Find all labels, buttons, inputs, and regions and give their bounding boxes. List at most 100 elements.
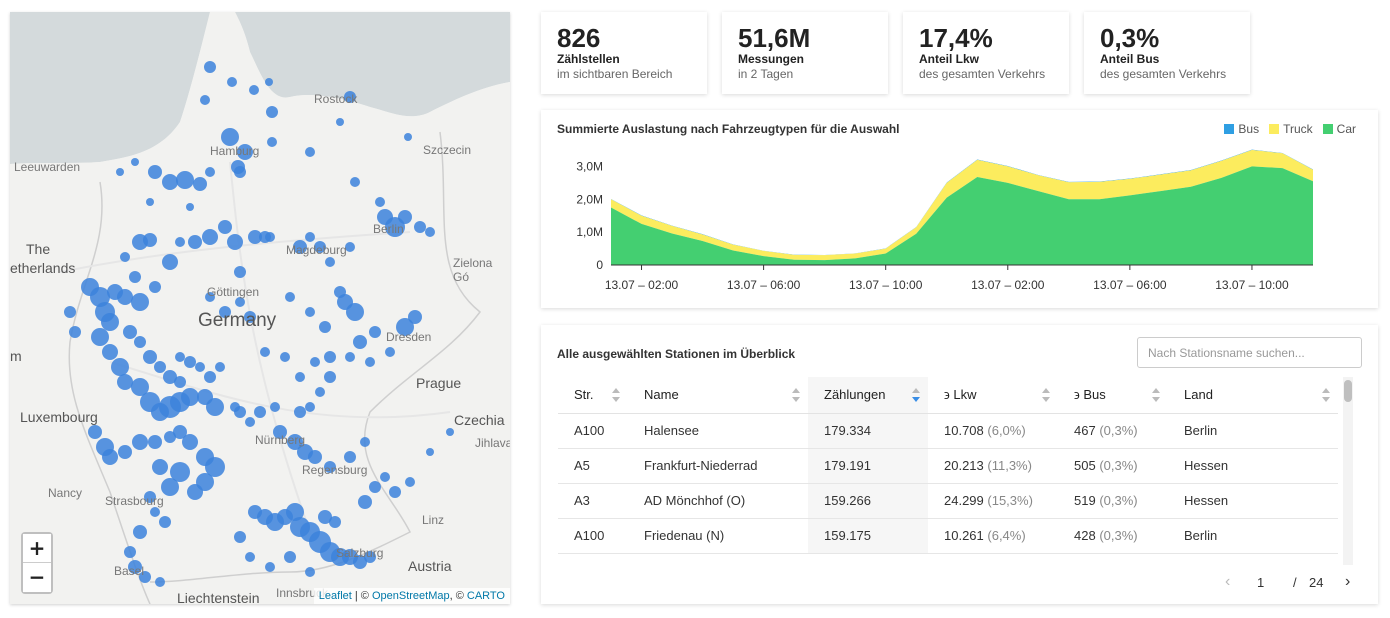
station-marker[interactable] [187, 484, 203, 500]
station-marker[interactable] [204, 371, 216, 383]
station-marker[interactable] [350, 177, 360, 187]
station-marker[interactable] [200, 95, 210, 105]
station-marker[interactable] [265, 232, 275, 242]
station-marker[interactable] [385, 217, 405, 237]
legend-item-truck[interactable]: Truck [1269, 122, 1313, 136]
table-row[interactable]: A3 AD Mönchhof (O) 159.266 24.299 (15,3%… [558, 483, 1338, 519]
station-marker[interactable] [324, 371, 336, 383]
area-series-car[interactable] [611, 166, 1313, 265]
station-marker[interactable] [148, 435, 162, 449]
station-marker[interactable] [408, 310, 422, 324]
station-marker[interactable] [205, 167, 215, 177]
station-marker[interactable] [123, 325, 137, 339]
station-markers[interactable] [64, 61, 454, 587]
station-marker[interactable] [305, 567, 315, 577]
station-marker[interactable] [365, 357, 375, 367]
station-marker[interactable] [280, 352, 290, 362]
station-marker[interactable] [133, 525, 147, 539]
station-marker[interactable] [219, 306, 231, 318]
station-marker[interactable] [128, 560, 142, 574]
station-marker[interactable] [325, 257, 335, 267]
station-marker[interactable] [245, 417, 255, 427]
column-header-name[interactable]: Name [628, 377, 808, 414]
table-row[interactable]: A100 Friedenau (N) 159.175 10.261 (6,4%)… [558, 518, 1338, 554]
station-marker[interactable] [345, 352, 355, 362]
station-marker[interactable] [284, 551, 296, 563]
legend-item-car[interactable]: Car [1322, 122, 1356, 136]
station-marker[interactable] [102, 449, 118, 465]
station-marker[interactable] [336, 118, 344, 126]
station-marker[interactable] [193, 177, 207, 191]
station-marker[interactable] [287, 434, 303, 450]
station-marker[interactable] [173, 425, 187, 439]
station-marker[interactable] [266, 106, 278, 118]
station-marker[interactable] [129, 271, 141, 283]
station-marker[interactable] [360, 437, 370, 447]
station-marker[interactable] [254, 406, 266, 418]
station-marker[interactable] [344, 91, 356, 103]
station-marker[interactable] [154, 361, 166, 373]
station-marker[interactable] [344, 451, 356, 463]
scrollbar-thumb[interactable] [1344, 380, 1352, 402]
table-scrollbar[interactable] [1343, 377, 1353, 565]
zoom-out-button[interactable]: − [23, 563, 51, 592]
station-marker[interactable] [358, 495, 372, 509]
station-marker[interactable] [237, 144, 253, 160]
table-row[interactable]: A100 Halensee 179.334 10.708 (6,0%) 467 … [558, 413, 1338, 449]
station-marker[interactable] [319, 321, 331, 333]
station-marker[interactable] [234, 266, 246, 278]
traffic-map[interactable]: Rostock Hamburg Szczecin Leeuwarden Berl… [10, 12, 510, 604]
station-marker[interactable] [267, 137, 277, 147]
carto-link[interactable]: CARTO [466, 590, 505, 602]
station-marker[interactable] [221, 128, 239, 146]
station-marker[interactable] [188, 235, 202, 249]
station-marker[interactable] [170, 462, 190, 482]
station-marker[interactable] [353, 335, 367, 349]
station-marker[interactable] [146, 198, 154, 206]
station-marker[interactable] [265, 78, 273, 86]
station-marker[interactable] [248, 230, 262, 244]
station-marker[interactable] [88, 425, 102, 439]
station-marker[interactable] [205, 292, 215, 302]
column-header-bus[interactable]: ϶ Bus [1058, 377, 1168, 414]
station-marker[interactable] [150, 507, 160, 517]
station-marker[interactable] [227, 234, 243, 250]
station-marker[interactable] [148, 165, 162, 179]
zoom-in-button[interactable]: + [23, 534, 51, 563]
station-marker[interactable] [69, 326, 81, 338]
station-marker[interactable] [152, 459, 168, 475]
station-marker[interactable] [124, 546, 136, 558]
station-marker[interactable] [414, 221, 426, 233]
station-marker[interactable] [182, 434, 198, 450]
station-marker[interactable] [318, 510, 332, 524]
station-marker[interactable] [260, 347, 270, 357]
station-marker[interactable] [396, 318, 414, 336]
station-marker[interactable] [132, 434, 148, 450]
station-marker[interactable] [346, 303, 364, 321]
station-marker[interactable] [91, 328, 109, 346]
station-marker[interactable] [285, 292, 295, 302]
station-marker[interactable] [446, 428, 454, 436]
column-header-truck[interactable]: ϶ Lkw [928, 377, 1058, 414]
station-marker[interactable] [175, 352, 185, 362]
area-series-truck[interactable] [611, 150, 1313, 261]
station-marker[interactable] [305, 232, 315, 242]
station-marker[interactable] [204, 61, 216, 73]
station-marker[interactable] [353, 555, 367, 569]
station-marker[interactable] [234, 531, 246, 543]
column-header-state[interactable]: Land [1168, 377, 1338, 414]
station-marker[interactable] [64, 306, 76, 318]
station-marker[interactable] [155, 577, 165, 587]
station-marker[interactable] [175, 237, 185, 247]
station-marker[interactable] [334, 286, 346, 298]
station-marker[interactable] [398, 210, 412, 224]
station-marker[interactable] [163, 370, 177, 384]
station-marker[interactable] [215, 362, 225, 372]
station-marker[interactable] [195, 362, 205, 372]
station-marker[interactable] [162, 174, 178, 190]
station-marker[interactable] [143, 233, 157, 247]
station-marker[interactable] [244, 311, 256, 323]
station-marker[interactable] [329, 516, 341, 528]
station-marker[interactable] [143, 350, 157, 364]
station-marker[interactable] [111, 358, 129, 376]
